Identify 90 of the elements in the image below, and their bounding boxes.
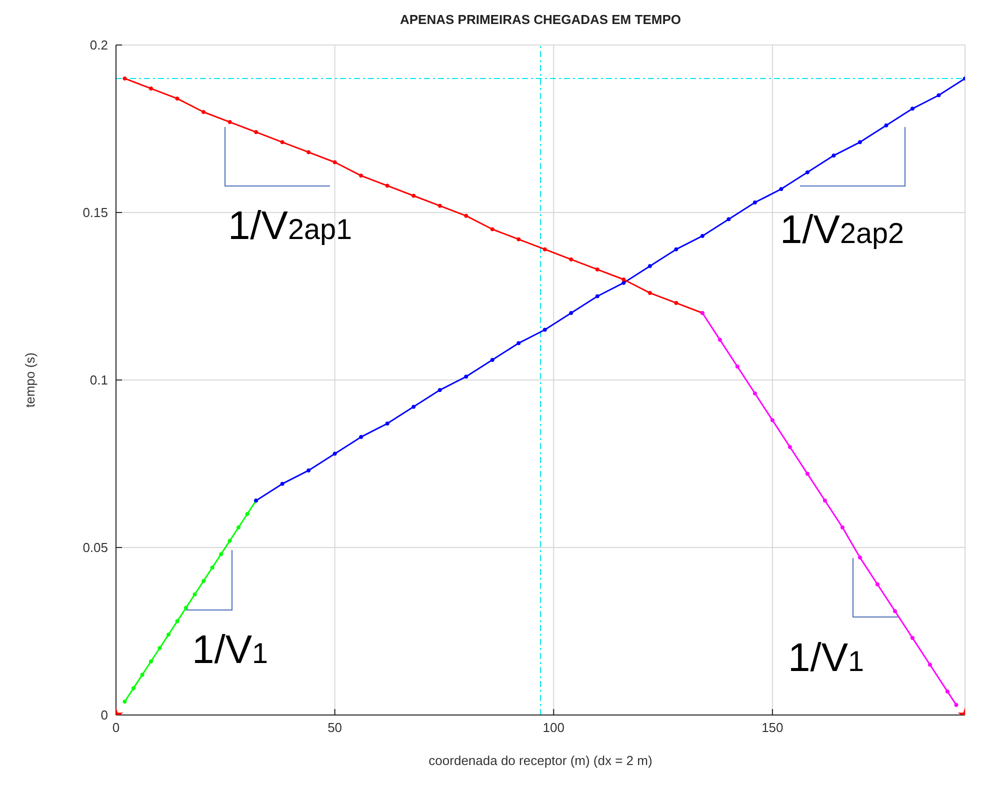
point [201,578,206,584]
point [166,632,171,637]
chart-title: APENAS PRIMEIRAS CHEGADAS EM TEMPO [399,12,682,27]
point [954,702,958,707]
point [280,482,284,486]
point [148,659,154,664]
point [122,76,127,81]
point [332,160,337,164]
point [464,214,468,218]
point [622,277,626,282]
point [542,328,547,332]
point [770,418,774,422]
x-axis-title: coordenada do receptor (m) (dx = 2 m) [428,753,652,768]
point [832,154,836,158]
point [945,690,950,694]
point [648,290,652,295]
point [735,364,740,369]
x-tick-label: 0 [112,720,120,736]
point [385,422,390,426]
point [210,566,214,570]
point [412,404,416,409]
point [569,257,574,262]
point [158,646,162,650]
point [184,606,188,610]
point [726,217,731,222]
point [875,582,880,586]
point [569,310,574,316]
point [148,86,154,91]
point [779,187,784,192]
point [464,374,468,379]
point [936,93,941,98]
point [858,556,862,560]
point [516,341,521,346]
point [490,358,494,362]
point [131,686,136,690]
point [438,388,442,392]
y-tick-label: 0 [100,708,108,723]
point [752,391,757,396]
point [648,264,652,268]
point [910,106,915,111]
x-tick-label: 100 [542,720,564,736]
y-axis-title: tempo (s) [22,352,38,408]
point [595,294,600,298]
point [718,338,722,342]
point [280,140,284,144]
point [228,120,232,124]
point [438,204,442,208]
point [805,472,810,476]
point [359,174,364,178]
y-tick-label: 0.2 [90,38,108,53]
point [332,452,337,456]
point [805,170,810,174]
point [236,525,241,530]
point [306,468,311,472]
point [910,636,915,640]
point [542,247,547,252]
point [700,234,704,238]
point [385,184,390,188]
point [140,672,144,677]
point [490,227,494,232]
point [884,123,888,128]
point [122,700,127,704]
point [858,140,862,144]
x-tick-label: 50 [328,720,342,736]
point [622,280,626,285]
point [788,444,792,450]
point [822,498,828,503]
point [228,538,232,543]
y-tick-label: 0.05 [82,540,108,556]
point [412,194,416,198]
y-tick-label: 0.15 [82,205,108,220]
point [892,609,898,614]
point [359,434,364,439]
point [306,150,311,154]
point [752,200,757,204]
point [674,247,678,252]
point [192,592,197,596]
point [218,552,224,556]
point [201,110,206,114]
point [674,300,678,305]
point [175,619,180,624]
y-tick-label: 0.1 [90,372,108,388]
point [595,267,600,272]
point [245,512,250,516]
point [254,130,258,134]
point [516,237,521,242]
point [175,96,180,101]
point [840,525,845,530]
point [928,662,932,667]
x-tick-label: 150 [762,720,784,736]
